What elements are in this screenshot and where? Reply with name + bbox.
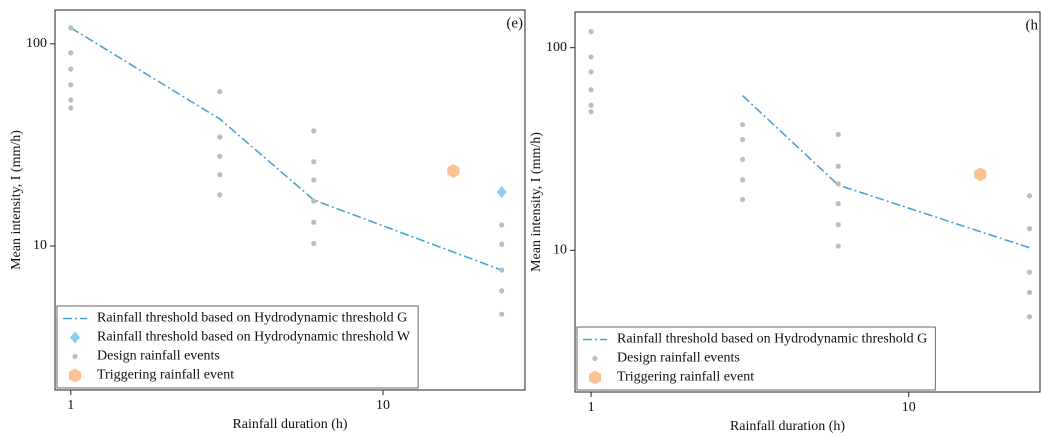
- legend-label: Design rainfall events: [97, 349, 220, 364]
- dot-marker: [740, 196, 746, 203]
- dot-marker: [1026, 269, 1033, 275]
- dot-marker: [68, 82, 74, 88]
- dot-marker: [68, 66, 74, 72]
- dot-marker: [835, 243, 841, 249]
- dot-marker: [1026, 289, 1033, 296]
- dot-marker: [311, 128, 317, 134]
- x-tick-label: 10: [902, 400, 916, 415]
- dot-marker: [588, 87, 594, 93]
- legend-box: [576, 326, 936, 391]
- dot-marker: [588, 69, 594, 75]
- panel-label: (h: [1026, 17, 1039, 33]
- y-tick-label: 10: [553, 243, 567, 258]
- legend-label: Rainfall threshold based on Hydrodynamic…: [617, 332, 927, 347]
- legend-swatch: [592, 355, 598, 362]
- dot-marker: [311, 159, 317, 165]
- dot-marker: [311, 219, 317, 225]
- dot-marker: [588, 102, 594, 108]
- dot-marker: [1026, 193, 1033, 199]
- y-tick-label: 100: [26, 36, 47, 51]
- legend-swatch: [70, 331, 80, 344]
- dot-marker: [499, 267, 505, 273]
- legend-label: Rainfall threshold based on Hydrodynamic…: [97, 311, 407, 326]
- legend-swatch: [68, 368, 82, 383]
- dot-marker: [217, 89, 223, 95]
- dot-marker: [311, 198, 317, 204]
- hexagon-marker: [447, 163, 460, 178]
- dot-marker: [835, 131, 841, 138]
- dot-marker: [68, 97, 74, 103]
- panel: 1 10 10 100 Rainfall duration (h) Mean intens…: [9, 9, 526, 432]
- legend-label: Triggering rainfall event: [617, 370, 754, 385]
- panel-label: (e): [506, 15, 523, 31]
- x-tick-label: 1: [588, 400, 595, 415]
- hexagon-marker: [974, 167, 987, 182]
- legend-swatch: [588, 370, 602, 385]
- dot-marker: [835, 221, 841, 228]
- dot-marker: [740, 177, 746, 183]
- legend-label: Triggering rainfall event: [97, 368, 234, 383]
- dot-marker: [740, 156, 746, 163]
- threshold-line: [70, 27, 502, 271]
- dot-marker: [68, 25, 74, 31]
- plot-frame: [54, 9, 526, 391]
- plot-frame: [574, 11, 1041, 393]
- dot-marker: [499, 241, 505, 247]
- y-axis-label: Mean intensity, I (mm/h): [9, 130, 24, 270]
- dot-marker: [740, 122, 746, 128]
- dot-marker: [588, 109, 594, 115]
- x-axis-label: Rainfall duration (h): [730, 419, 845, 434]
- dot-marker: [499, 222, 505, 228]
- dot-marker: [835, 181, 841, 187]
- dot-marker: [499, 311, 505, 317]
- y-tick-label: 10: [33, 238, 47, 253]
- dot-marker: [217, 192, 223, 198]
- legend-box: [56, 305, 419, 389]
- dot-marker: [835, 163, 841, 169]
- dot-marker: [588, 54, 594, 60]
- dot-marker: [588, 29, 594, 35]
- y-tick-label: 100: [546, 40, 567, 55]
- dot-marker: [835, 201, 841, 207]
- panel: 1 10 10 100 Rainfall duration (h) Mean intens…: [529, 11, 1041, 434]
- dot-marker: [311, 177, 317, 183]
- legend-label: Rainfall threshold based on Hydrodynamic…: [97, 330, 411, 345]
- dot-marker: [1026, 314, 1033, 320]
- legend-swatch: [72, 353, 78, 360]
- dot-marker: [311, 240, 317, 247]
- dot-marker: [740, 136, 746, 143]
- dot-marker: [217, 172, 223, 178]
- y-axis-label: Mean intensity, I (mm/h): [529, 132, 544, 272]
- threshold-line: [742, 95, 1030, 249]
- diamond-marker: [496, 185, 507, 198]
- x-axis-label: Rainfall duration (h): [232, 417, 347, 432]
- dot-marker: [499, 288, 505, 294]
- x-tick-label: 1: [67, 398, 74, 413]
- dot-marker: [68, 105, 74, 111]
- legend-label: Design rainfall events: [617, 351, 740, 366]
- dot-marker: [217, 134, 223, 140]
- dot-marker: [1026, 226, 1033, 232]
- x-tick-label: 10: [376, 398, 390, 413]
- dot-marker: [217, 153, 223, 159]
- dot-marker: [68, 50, 74, 56]
